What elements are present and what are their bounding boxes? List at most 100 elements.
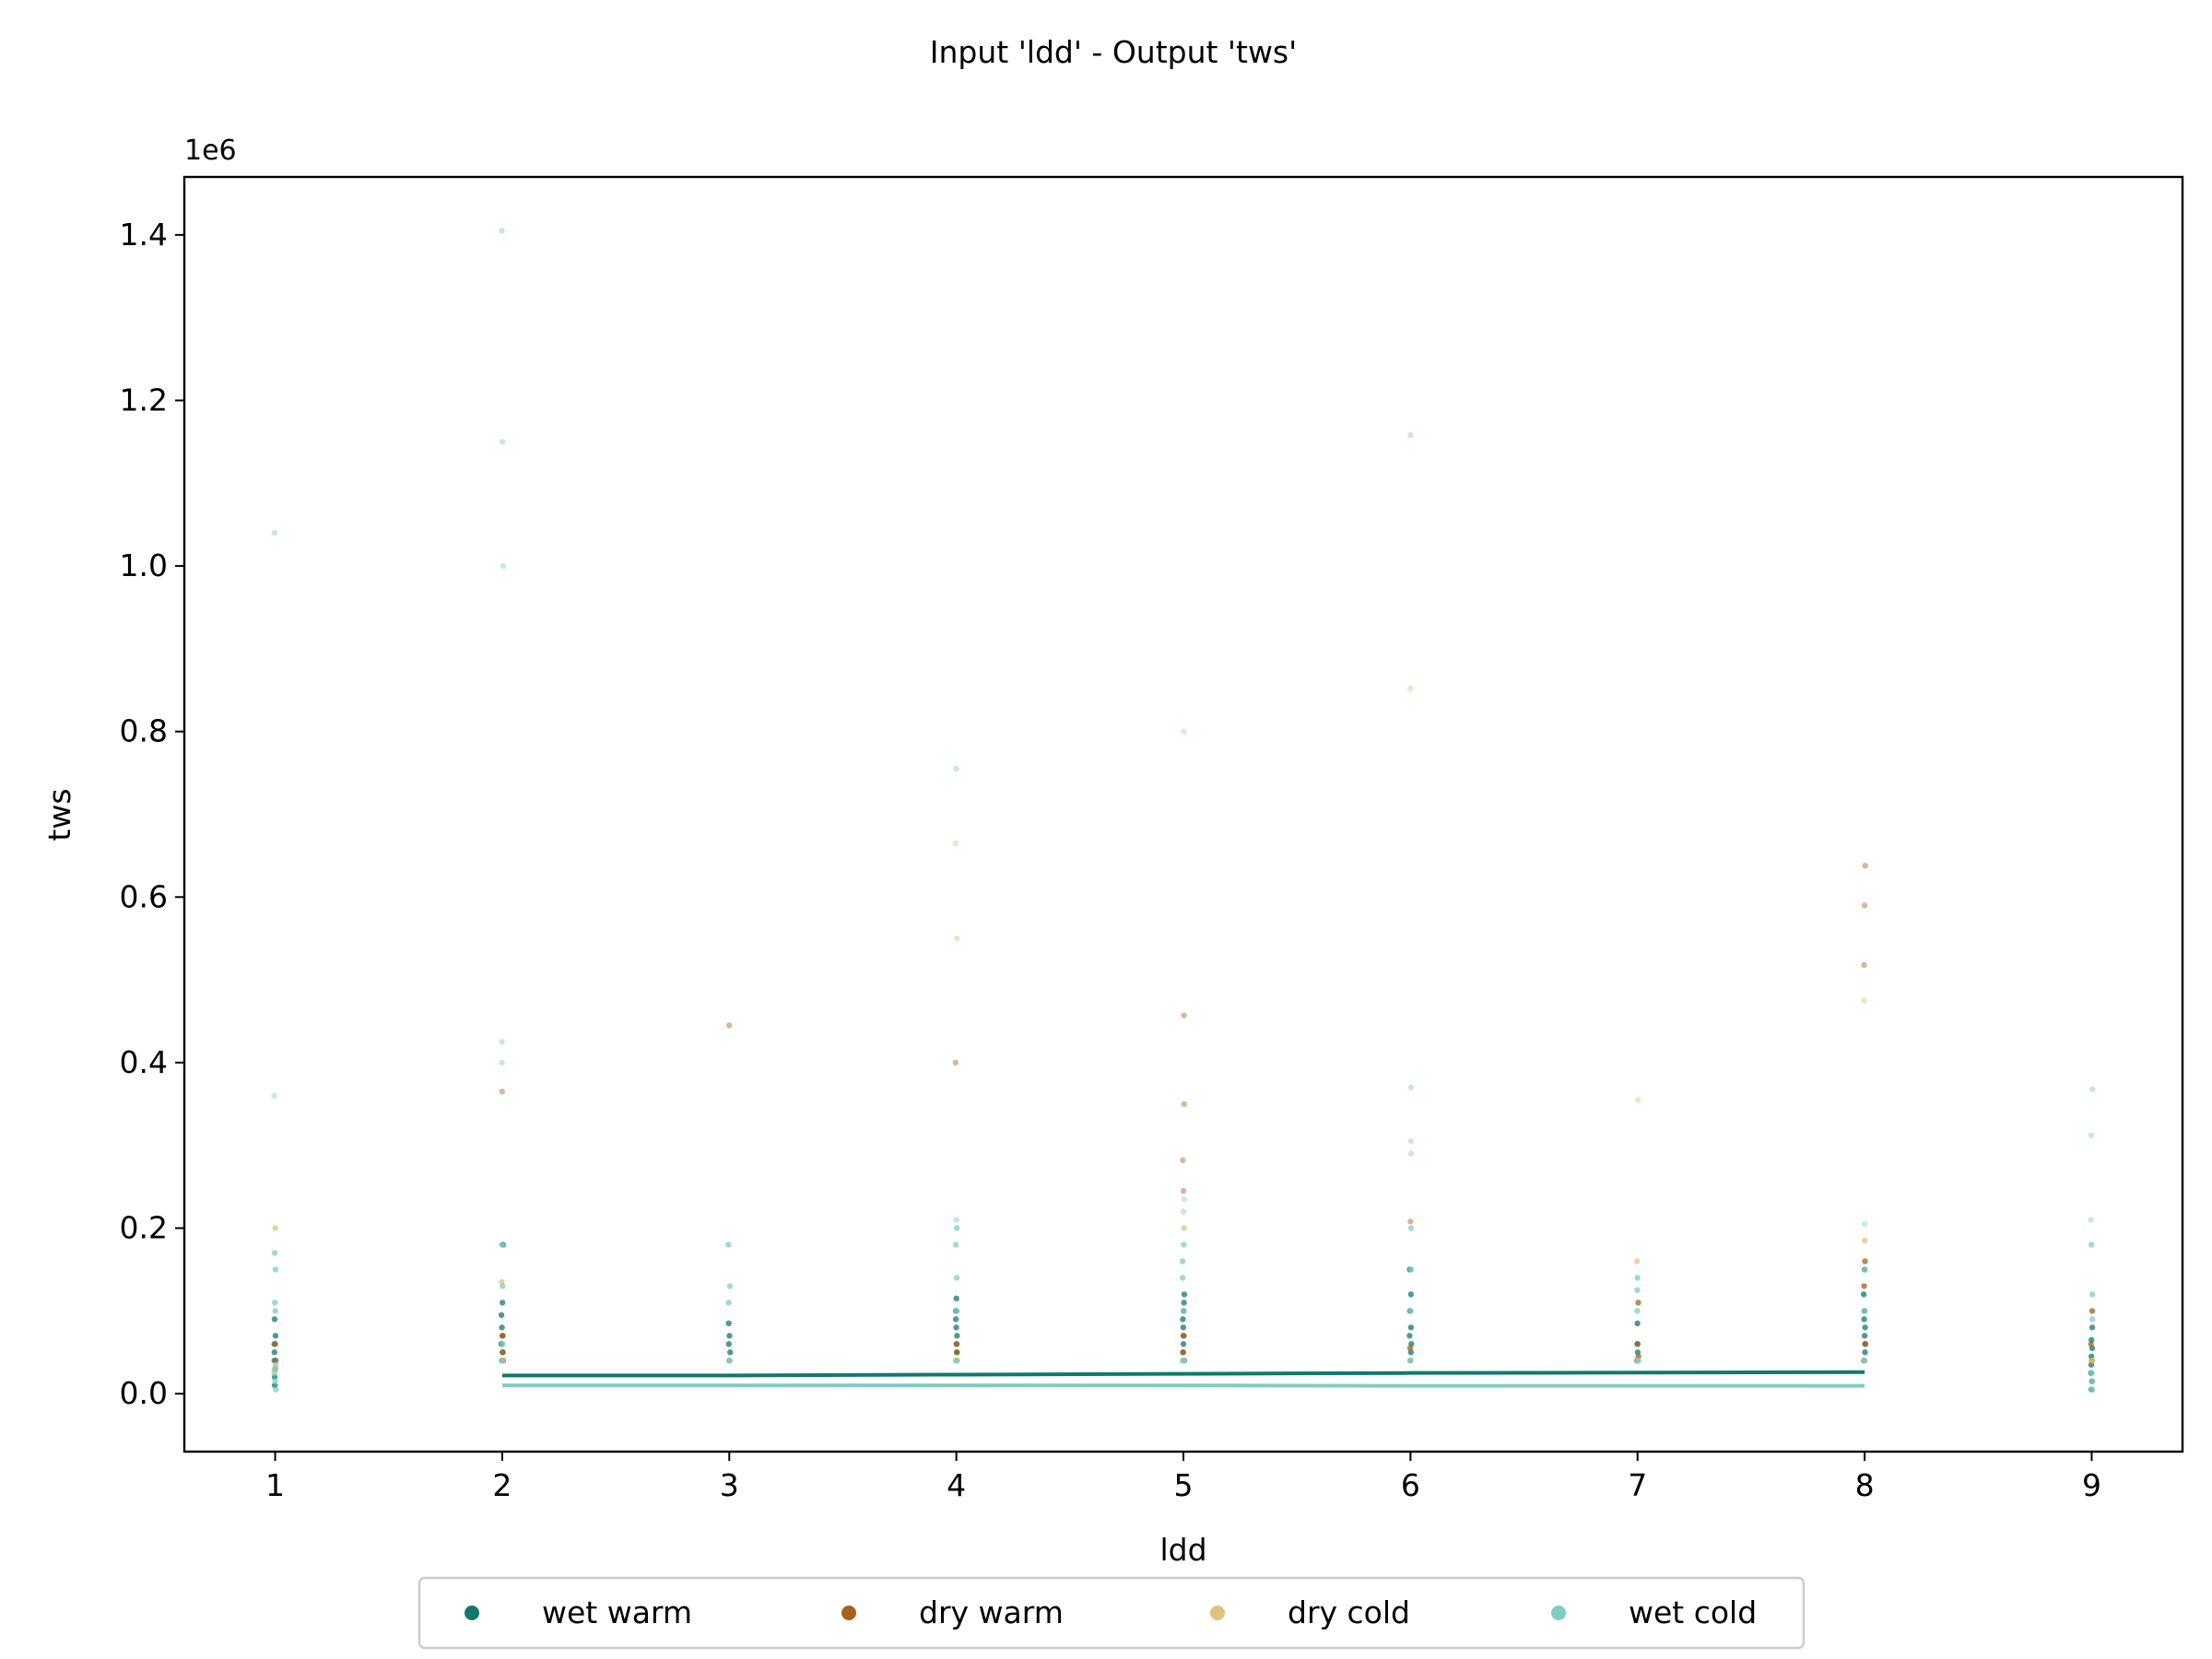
data-point <box>2089 1358 2095 1363</box>
data-point <box>1181 1324 1186 1330</box>
data-point <box>499 1324 504 1330</box>
data-point <box>499 1312 504 1318</box>
data-point <box>1407 1308 1413 1313</box>
data-point <box>272 1316 277 1322</box>
legend: wet warm dry warm dry cold wet cold <box>419 1578 1804 1648</box>
data-point <box>500 1300 505 1305</box>
data-point <box>1635 1358 1641 1363</box>
data-point <box>1407 432 1413 438</box>
data-point <box>272 1308 277 1313</box>
data-point <box>500 563 506 569</box>
legend-marker-dry-warm <box>841 1606 856 1620</box>
y-tick-label: 0.8 <box>120 713 168 749</box>
y-tick-label: 0.2 <box>120 1210 168 1246</box>
data-point <box>2088 1217 2093 1222</box>
data-point <box>1862 1266 1867 1272</box>
data-point <box>1634 1308 1640 1313</box>
x-tick-label: 5 <box>1174 1467 1194 1503</box>
data-point <box>272 530 277 535</box>
x-tick-label: 4 <box>947 1467 966 1503</box>
data-point <box>1407 1218 1413 1224</box>
data-point <box>1408 1138 1414 1144</box>
data-point <box>2089 1386 2095 1392</box>
data-point <box>272 1349 277 1355</box>
data-point <box>954 1217 959 1222</box>
data-point <box>272 1300 277 1305</box>
data-point <box>1634 1275 1640 1280</box>
data-point <box>954 1333 959 1338</box>
data-point <box>2088 1370 2094 1375</box>
y-tick-label: 1.2 <box>120 382 168 418</box>
data-point <box>1408 1266 1414 1272</box>
data-point <box>726 1022 732 1028</box>
y-tick-label: 1.0 <box>120 547 168 583</box>
data-point <box>1182 1291 1187 1297</box>
data-point <box>1862 1308 1867 1313</box>
data-point <box>1863 863 1868 868</box>
data-point <box>1408 1225 1414 1230</box>
data-point <box>2089 1308 2095 1313</box>
data-point <box>1181 1341 1186 1347</box>
data-point <box>725 1241 731 1247</box>
data-point <box>1407 1346 1413 1351</box>
data-point <box>2089 1378 2095 1383</box>
data-point <box>271 1370 276 1375</box>
data-point <box>1180 1316 1185 1322</box>
x-tick-label: 3 <box>720 1467 739 1503</box>
x-tick-label: 7 <box>1628 1467 1647 1503</box>
data-point <box>1182 1196 1187 1202</box>
y-tick-label: 0.0 <box>120 1375 168 1411</box>
legend-label-wet-warm: wet warm <box>542 1594 692 1630</box>
data-point <box>1862 1221 1867 1227</box>
data-point <box>953 766 959 771</box>
data-point <box>1634 1258 1640 1264</box>
data-point <box>953 1060 959 1065</box>
x-tick-label: 6 <box>1401 1467 1420 1503</box>
data-point <box>1635 1300 1641 1305</box>
data-point <box>1862 1341 1867 1347</box>
data-point <box>2089 1324 2095 1330</box>
data-point <box>1406 1333 1412 1338</box>
y-offset-label: 1e6 <box>184 135 237 167</box>
data-point <box>500 1349 505 1355</box>
data-point <box>1181 1188 1186 1194</box>
data-point <box>726 1333 732 1338</box>
data-point <box>1635 1341 1641 1347</box>
data-point <box>954 1308 959 1313</box>
data-point <box>273 1333 278 1338</box>
data-point <box>1861 962 1866 968</box>
data-point <box>2088 1341 2094 1347</box>
data-point <box>1862 1324 1867 1330</box>
data-point <box>1182 1101 1187 1107</box>
y-tick-label: 0.4 <box>120 1044 168 1080</box>
data-point <box>1862 902 1867 908</box>
legend-marker-wet-warm <box>465 1606 479 1620</box>
data-point <box>954 935 959 941</box>
data-point <box>1181 1349 1186 1355</box>
data-point <box>500 1341 505 1347</box>
data-point <box>273 1386 278 1392</box>
data-point <box>1181 1333 1186 1338</box>
data-point <box>1180 1258 1185 1264</box>
data-point <box>726 1341 732 1347</box>
data-point <box>1861 1283 1866 1288</box>
data-point <box>2089 1316 2095 1322</box>
data-point <box>272 1250 277 1255</box>
legend-marker-dry-cold <box>1210 1606 1225 1620</box>
x-tick-label: 2 <box>492 1467 512 1503</box>
data-point <box>1862 1349 1867 1355</box>
data-point <box>499 1060 504 1065</box>
data-point <box>1182 1225 1187 1230</box>
data-point <box>1862 1258 1867 1264</box>
data-point <box>500 1333 505 1338</box>
data-point <box>272 1225 277 1230</box>
data-point <box>1181 1208 1186 1214</box>
data-point <box>1862 1238 1867 1243</box>
data-point <box>1408 1151 1414 1157</box>
legend-marker-wet-cold <box>1551 1606 1566 1620</box>
y-axis-label: tws <box>41 788 77 841</box>
data-point <box>499 1358 504 1363</box>
data-point <box>499 1039 504 1044</box>
